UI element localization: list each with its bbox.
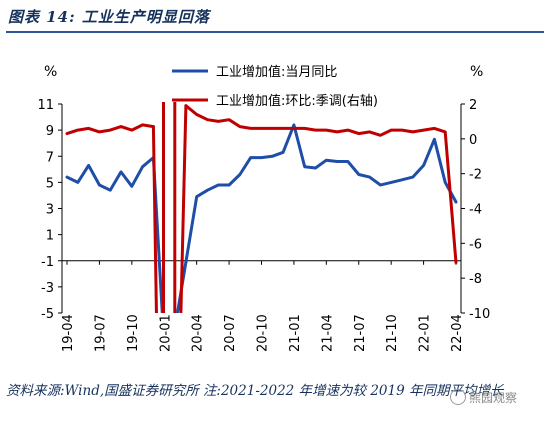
left-tick-label: 7	[46, 150, 54, 165]
right-tick-label: -10	[469, 307, 490, 322]
watermark-label: 熊园观察	[469, 391, 518, 405]
series-line-2	[179, 104, 188, 313]
series-line-2	[65, 123, 155, 136]
left-tick-label: 1	[46, 229, 54, 244]
legend-label-series-1: 工业增加值:当月同比	[216, 64, 337, 80]
right-tick-label: 0	[469, 133, 477, 148]
x-tick-label: 20-01	[158, 314, 173, 352]
left-tick-label: -1	[41, 255, 54, 270]
figure-title: 图表 14: 工业生产明显回落	[8, 8, 210, 26]
wechat-logo-icon	[450, 389, 466, 405]
watermark: 熊园观察	[450, 389, 517, 406]
x-tick-label: 19-10	[126, 314, 141, 352]
right-tick-label: -4	[469, 203, 482, 218]
x-tick-label: 22-04	[450, 314, 465, 352]
right-tick-label: 2	[469, 98, 477, 113]
title-divider	[6, 31, 544, 33]
left-tick-label: -3	[41, 281, 54, 296]
x-tick-label: 21-10	[385, 314, 400, 352]
x-tick-label: 20-10	[256, 314, 271, 352]
series-line-1	[184, 123, 458, 264]
x-tick-label: 22-01	[418, 314, 433, 352]
left-tick-label: 3	[46, 203, 54, 218]
right-tick-label: -2	[469, 168, 482, 183]
series-line-2	[151, 125, 158, 313]
x-tick-label: 19-07	[93, 314, 108, 352]
x-tick-label: 21-01	[288, 314, 303, 352]
left-unit-label: %	[44, 64, 57, 80]
x-tick-label: 20-07	[223, 314, 238, 352]
source-note: 资料来源:Wind,国盛证券研究所 注:2021-2022 年增速为较 2019…	[6, 383, 504, 399]
line-chart: 11 9 7 5 3 1 -1 -3 -5 2 0 -2 -4 -6 -8 -10% % 19-04 19-07 19…	[37, 64, 490, 352]
left-tick-label: 5	[46, 176, 54, 191]
x-tick-label: 21-04	[320, 314, 335, 352]
left-tick-label: 9	[46, 124, 54, 139]
x-tick-label: 19-04	[61, 314, 76, 352]
x-tick-label: 20-04	[191, 314, 206, 352]
x-tick-label: 21-07	[353, 314, 368, 352]
right-unit-label: %	[470, 64, 483, 80]
left-tick-label: 11	[37, 98, 54, 113]
right-tick-label: -8	[469, 272, 482, 287]
series-line-2	[184, 104, 458, 264]
series-line-1	[65, 156, 155, 192]
right-tick-label: -6	[469, 237, 482, 252]
left-tick-label: -5	[41, 307, 54, 322]
legend-label-series-2: 工业增加值:环比:季调(右轴)	[216, 93, 378, 109]
